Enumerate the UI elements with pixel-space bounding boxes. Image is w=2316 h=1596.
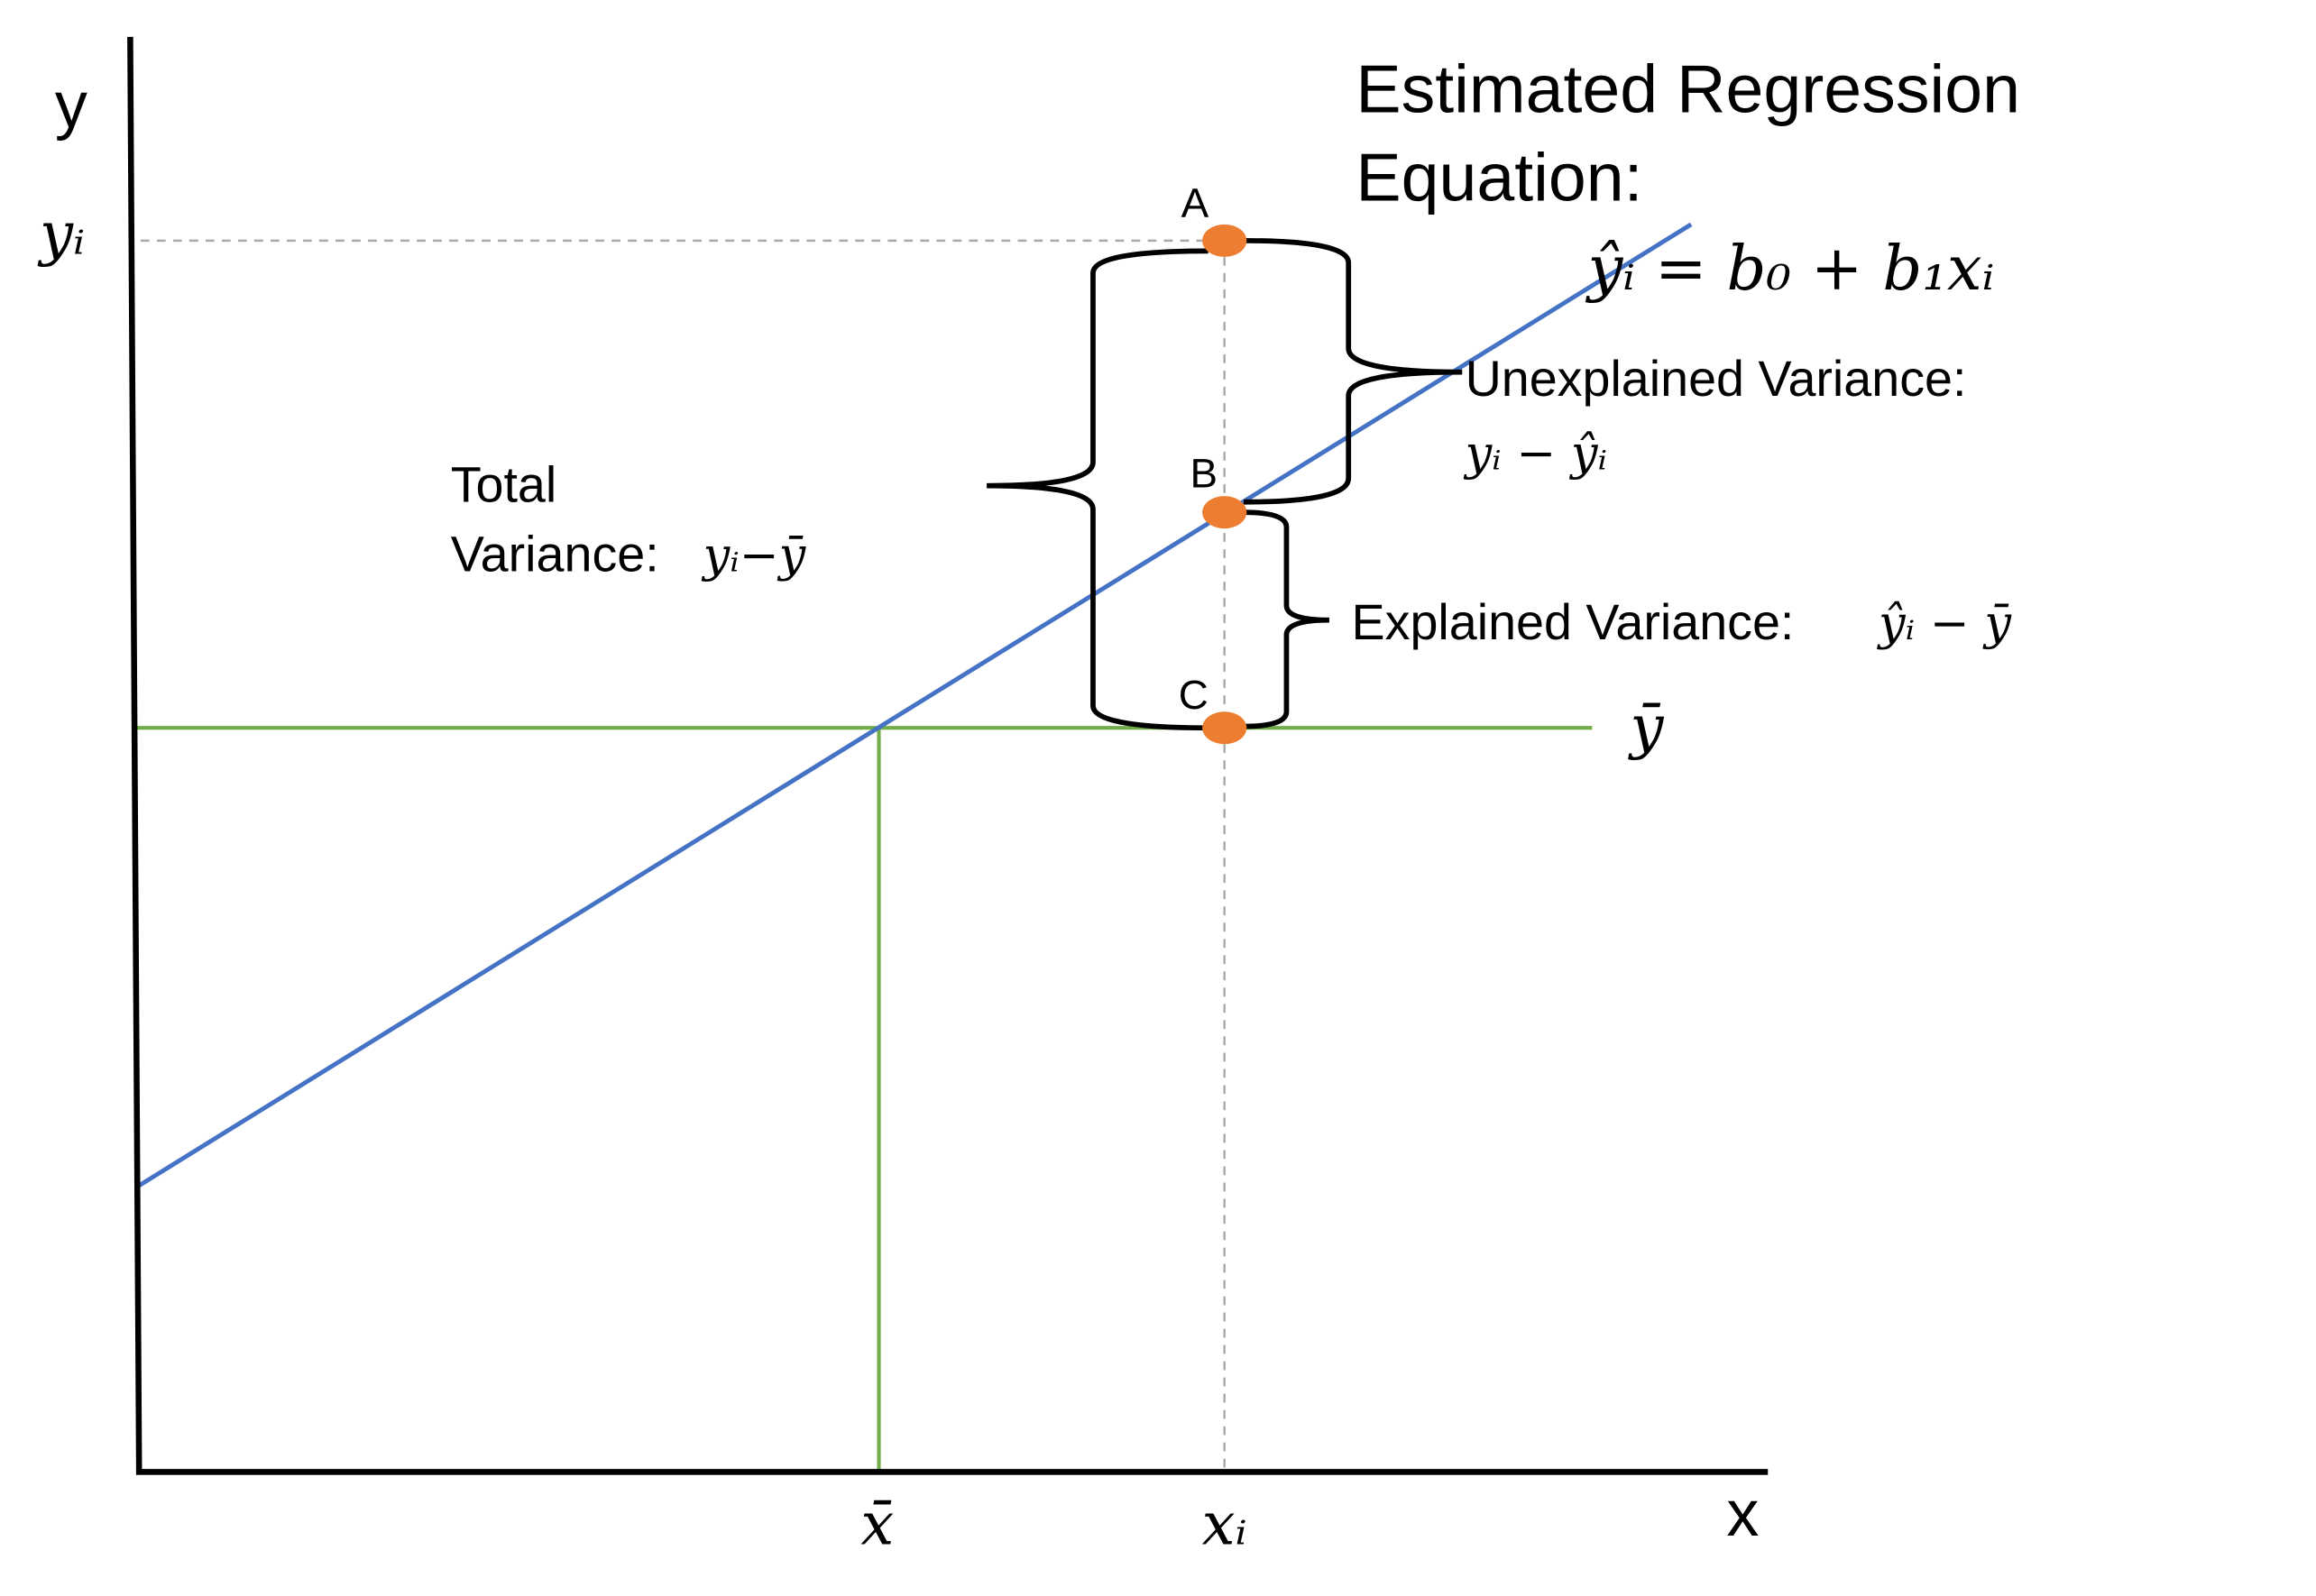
- y-axis-label: y: [55, 69, 87, 142]
- regression-title: Estimated Regression: [1356, 50, 2020, 126]
- total-label: Variance:: [451, 527, 659, 582]
- explained-label: Explained Variance:: [1351, 594, 1794, 650]
- total-label: Total: [451, 457, 557, 513]
- y-axis: [127, 36, 142, 1472]
- regression-title: Equation:: [1356, 140, 1642, 216]
- point-label: C: [1179, 672, 1209, 718]
- explained-formula: ŷᵢ − ȳ: [1877, 596, 2012, 651]
- mean-line-label: ȳ: [1627, 693, 1664, 762]
- point-c: [1202, 711, 1247, 745]
- y-tick-label: yᵢ: [37, 200, 85, 269]
- regression-equation: ŷᵢ = b₀ + b₁xᵢ: [1585, 233, 1994, 305]
- unexplained-formula: yᵢ − ŷᵢ: [1464, 427, 1607, 482]
- regression-line: [137, 222, 1693, 1188]
- point-label: B: [1190, 450, 1218, 496]
- point-a: [1202, 224, 1247, 257]
- total-formula: yᵢ−ȳ: [702, 528, 807, 583]
- x-tick-label: x̄: [860, 1491, 894, 1559]
- unexplained-brace: [1243, 238, 1463, 505]
- point-label: A: [1181, 180, 1209, 226]
- x-axis-label: x: [1726, 1478, 1759, 1550]
- x-tick-label: xᵢ: [1202, 1491, 1247, 1559]
- unexplained-label: Unexplained Variance:: [1466, 351, 1967, 407]
- point-b: [1202, 496, 1247, 529]
